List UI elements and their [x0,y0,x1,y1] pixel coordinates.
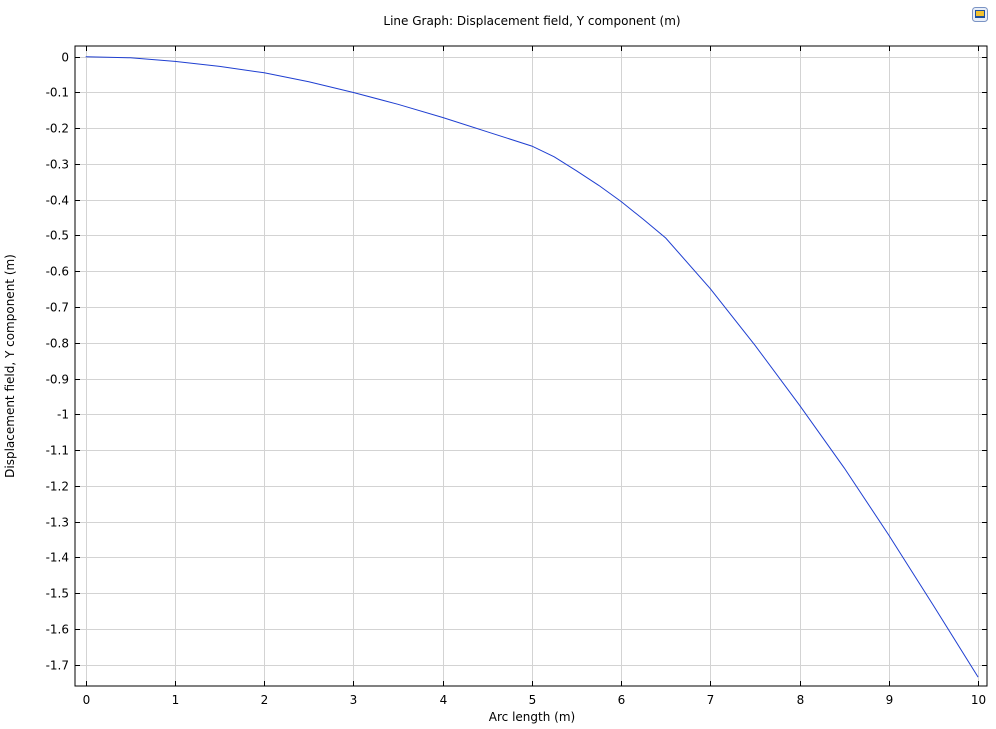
x-axis-ticks: 0 1 2 3 4 5 6 7 8 9 10 [83,46,986,707]
x-tick-label: 2 [261,693,269,707]
plot-window-icon[interactable] [972,7,988,22]
x-axis-label: Arc length (m) [489,710,575,724]
chart-title: Line Graph: Displacement field, Y compon… [383,14,680,28]
y-axis-ticks: 0 -0.1 -0.2 -0.3 -0.4 -0.5 -0.6 -0.7 -0.8 -0.9 -1 -… [46,51,987,673]
x-tick-label: 0 [83,693,91,707]
y-tick-label: -1.1 [46,444,69,458]
plot-frame [74,45,988,687]
y-tick-label: -0.2 [46,122,69,136]
y-tick-label: -0.6 [46,265,69,279]
x-tick-label: 7 [707,693,715,707]
y-tick-label: -1 [57,408,69,422]
y-tick-label: -0.7 [46,301,69,315]
y-axis-label: Displacement field, Y component (m) [3,254,17,478]
x-tick-label: 8 [797,693,805,707]
y-tick-label: 0 [61,51,69,65]
y-tick-label: -0.4 [46,194,69,208]
x-tick-label: 5 [529,693,537,707]
series-layer [85,56,979,678]
y-tick-label: -0.8 [46,337,69,351]
x-tick-label: 10 [971,693,986,707]
y-tick-label: -1.3 [46,516,69,530]
x-tick-label: 3 [350,693,358,707]
y-tick-label: -0.5 [46,229,69,243]
y-tick-label: -0.9 [46,373,69,387]
y-tick-label: -1.5 [46,587,69,601]
x-tick-label: 1 [172,693,180,707]
y-tick-label: -1.2 [46,480,69,494]
x-tick-label: 6 [618,693,626,707]
grid-lines [75,46,987,686]
y-tick-label: -1.7 [46,659,69,673]
x-tick-label: 9 [886,693,894,707]
y-tick-label: -1.4 [46,551,69,565]
x-tick-label: 4 [440,693,448,707]
series-line [85,56,979,678]
y-tick-label: -0.3 [46,158,69,172]
y-tick-label: -0.1 [46,86,69,100]
y-tick-label: -1.6 [46,623,69,637]
